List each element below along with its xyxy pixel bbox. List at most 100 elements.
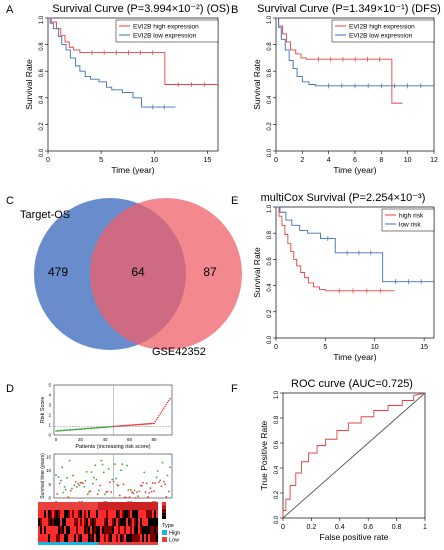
y-tick-label: 0.0 [274, 515, 280, 524]
heatmap-legend-label: High [169, 531, 180, 537]
heatmap-cell [100, 526, 103, 534]
survival-time-point [77, 482, 79, 485]
risk-score-point [82, 428, 84, 430]
heatmap-cell [40, 534, 43, 542]
heatmap-cell [68, 534, 71, 542]
risk-score-point [164, 405, 166, 408]
y-tick-label: 0.2 [267, 122, 273, 131]
heatmap-cell [80, 534, 83, 542]
risk-score-point [98, 426, 100, 429]
venn-set-label-target-os: Target-OS [20, 209, 70, 221]
heatmap-cell [142, 526, 145, 534]
survival-time-point [98, 489, 100, 492]
survival-time-point [115, 477, 117, 480]
heatmap-cell [100, 534, 103, 542]
heatmap-cell [144, 502, 147, 510]
heatmap-cell [62, 518, 65, 526]
heatmap-cell [40, 518, 43, 526]
y-tick-label: 0.2 [274, 490, 280, 499]
heatmap-cell [96, 518, 99, 526]
heatmap-cell [42, 510, 45, 518]
heatmap-cell [54, 526, 57, 534]
heatmap-cell [140, 518, 143, 526]
venn-count-intersection: 64 [131, 265, 145, 279]
survival-time-point [75, 486, 78, 488]
heatmap-cell [70, 518, 73, 526]
survival-time-point [61, 466, 64, 469]
heatmap-cell [154, 510, 157, 518]
heatmap-cell [140, 502, 143, 510]
heatmap-cell [100, 502, 103, 510]
risk-score-point [167, 399, 170, 402]
risk-score-point [165, 403, 168, 406]
y-tick-label: 0.6 [39, 68, 45, 77]
heatmap-cell [88, 534, 91, 542]
risk-x-tick-label: 80 [152, 437, 158, 442]
series-line-e-0 [276, 206, 395, 292]
heatmap-cell [102, 518, 105, 526]
y-axis-label-b: Survival Rate [252, 59, 262, 110]
risk-score-point [133, 424, 136, 426]
heatmap-cell [62, 502, 65, 510]
heatmap-cell [134, 518, 137, 526]
survival-time-point [57, 476, 60, 479]
heatmap-legend-swatch [162, 537, 167, 542]
x-tick-label: 5 [99, 157, 103, 164]
heatmap-cell [132, 510, 135, 518]
heatmap-cell [42, 534, 45, 542]
x-tick-label: 0 [46, 157, 50, 164]
survival-y-tick-label: 0 [48, 496, 51, 501]
survival-time-point [162, 480, 165, 483]
type-bar-low [98, 542, 158, 545]
heatmap-cell [60, 502, 63, 510]
risk-score-point [66, 429, 68, 431]
heatmap-cell [136, 518, 139, 526]
heatmap-cell [124, 518, 127, 526]
heatmap-cell [82, 534, 85, 542]
survival-time-point [128, 496, 131, 499]
heatmap-cell [74, 502, 77, 510]
panel-letter-b: B [231, 4, 239, 16]
survival-time-point [133, 489, 136, 492]
x-tick-label: 15 [203, 157, 211, 164]
risk-score-point [141, 423, 143, 426]
heatmap-cell [48, 510, 51, 518]
survival-time-point [159, 479, 162, 482]
heatmap-cell [78, 534, 81, 542]
survival-time-point [66, 476, 68, 479]
heatmap-cell [130, 526, 133, 534]
heatmap-cell [152, 510, 155, 518]
heatmap-cell [114, 526, 117, 534]
heatmap-cell [96, 502, 99, 510]
survival-time-point [138, 490, 141, 493]
plot-frame-f [282, 392, 426, 519]
heatmap-cell [60, 518, 63, 526]
heatmap-cell [84, 518, 87, 526]
x-tick-label: 2 [300, 157, 304, 164]
heatmap-cell [100, 518, 103, 526]
heatmap-cell [144, 510, 147, 518]
heatmap-cell [72, 518, 75, 526]
panel-letter-a: A [6, 4, 14, 16]
y-axis-label-e: Survival Rate [252, 247, 262, 298]
risk-score-point [88, 427, 90, 430]
survival-time-point [131, 491, 133, 494]
heatmap-cell [70, 534, 73, 542]
survival-y-tick-label: 15 [46, 454, 52, 459]
risk-y-tick-label: 3 [48, 403, 51, 408]
risk-score-point [127, 424, 130, 427]
heatmap-cell [140, 534, 143, 542]
heatmap-cell [138, 534, 141, 542]
risk-score-point [129, 424, 132, 426]
survival-time-point [132, 492, 135, 495]
heatmap-cell [114, 502, 117, 510]
y-tick-label: 0.4 [267, 283, 273, 292]
heatmap-cell [72, 526, 75, 534]
risk-score-point [95, 427, 98, 429]
series-line-a-0 [48, 17, 218, 85]
heatmap-cell [52, 534, 55, 542]
heatmap-cell [90, 502, 93, 510]
heatmap-cell [112, 534, 115, 542]
heatmap-cell [146, 526, 149, 534]
